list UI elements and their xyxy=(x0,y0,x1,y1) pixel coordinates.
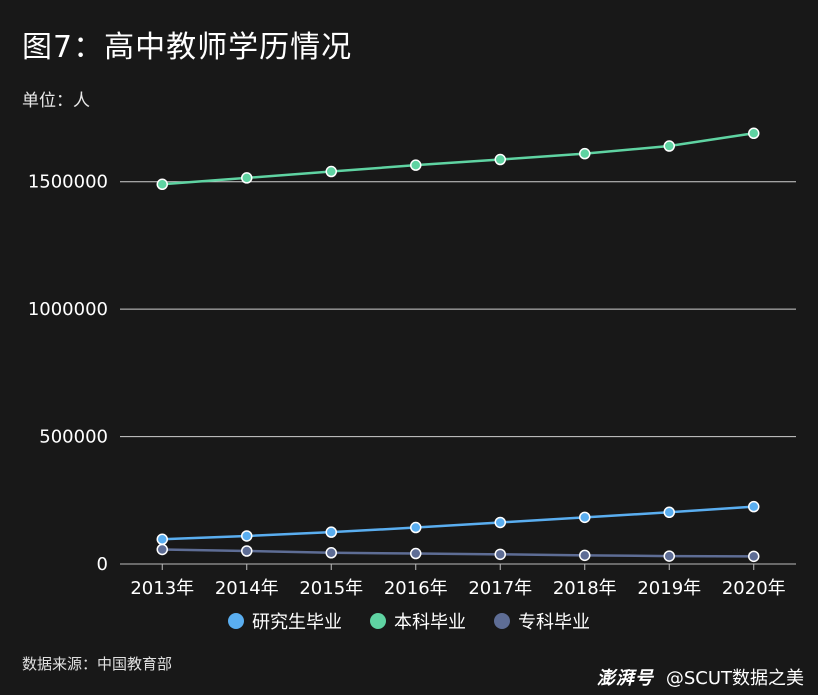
y-tick-label: 500000 xyxy=(39,427,108,448)
data-point xyxy=(494,153,506,166)
legend-item[interactable]: 专科毕业 xyxy=(494,608,590,634)
x-tick-label: 2015年 xyxy=(299,578,363,599)
unit-label: 单位：人 xyxy=(22,91,90,111)
data-point xyxy=(494,516,506,529)
data-point xyxy=(325,165,337,178)
y-tick-label: 1000000 xyxy=(28,299,108,320)
y-tick-label: 1500000 xyxy=(28,172,108,193)
watermark-logo: 澎湃号 xyxy=(596,668,654,689)
x-tick-label: 2014年 xyxy=(215,578,279,599)
legend-label: 专科毕业 xyxy=(518,612,590,633)
data-point xyxy=(156,178,168,191)
x-tick-label: 2017年 xyxy=(468,578,532,599)
x-tick-label: 2020年 xyxy=(722,578,786,599)
series-line xyxy=(162,548,754,558)
legend-label: 研究生毕业 xyxy=(252,612,342,633)
data-source: 数据来源：中国教育部 xyxy=(22,655,173,673)
legend-marker-icon xyxy=(228,613,244,629)
x-tick-label: 2018年 xyxy=(553,578,617,599)
data-point xyxy=(663,550,675,562)
data-point xyxy=(410,547,422,560)
data-point xyxy=(748,550,760,563)
data-point xyxy=(663,140,675,152)
data-point xyxy=(410,521,422,534)
data-point xyxy=(241,545,253,557)
legend-marker-icon xyxy=(370,613,386,629)
data-point xyxy=(325,526,337,538)
legend-item[interactable]: 研究生毕业 xyxy=(228,608,342,634)
data-point xyxy=(579,549,591,562)
data-point xyxy=(325,547,337,559)
data-point xyxy=(579,511,591,524)
data-point xyxy=(494,548,506,561)
data-point xyxy=(579,147,591,160)
series-line xyxy=(162,132,754,186)
legend-marker-icon xyxy=(494,613,510,629)
chart-title: 图7：高中教师学历情况 xyxy=(22,30,353,65)
data-point xyxy=(241,172,253,184)
x-tick-label: 2016年 xyxy=(384,578,448,599)
data-point xyxy=(663,506,675,519)
legend-label: 本科毕业 xyxy=(394,612,466,633)
watermark-account: @SCUT数据之美 xyxy=(665,668,804,689)
line-chart: 0 500000 1000000 1500000 2013年 2014年 2015年 2016… xyxy=(28,127,796,599)
x-tick-label: 2019年 xyxy=(637,578,701,599)
data-point xyxy=(156,533,168,546)
series-line xyxy=(162,505,754,541)
data-point xyxy=(241,530,253,542)
y-tick-label: 0 xyxy=(97,554,108,575)
x-tick-label: 2013年 xyxy=(130,578,194,599)
legend-item[interactable]: 本科毕业 xyxy=(370,608,466,634)
watermark: 澎湃号 @SCUT数据之美 xyxy=(597,664,804,690)
data-point xyxy=(748,500,760,513)
data-point xyxy=(410,159,422,171)
data-point xyxy=(748,127,760,140)
data-point xyxy=(156,543,168,556)
chart-legend: 研究生毕业 本科毕业 专科毕业 xyxy=(0,608,818,634)
